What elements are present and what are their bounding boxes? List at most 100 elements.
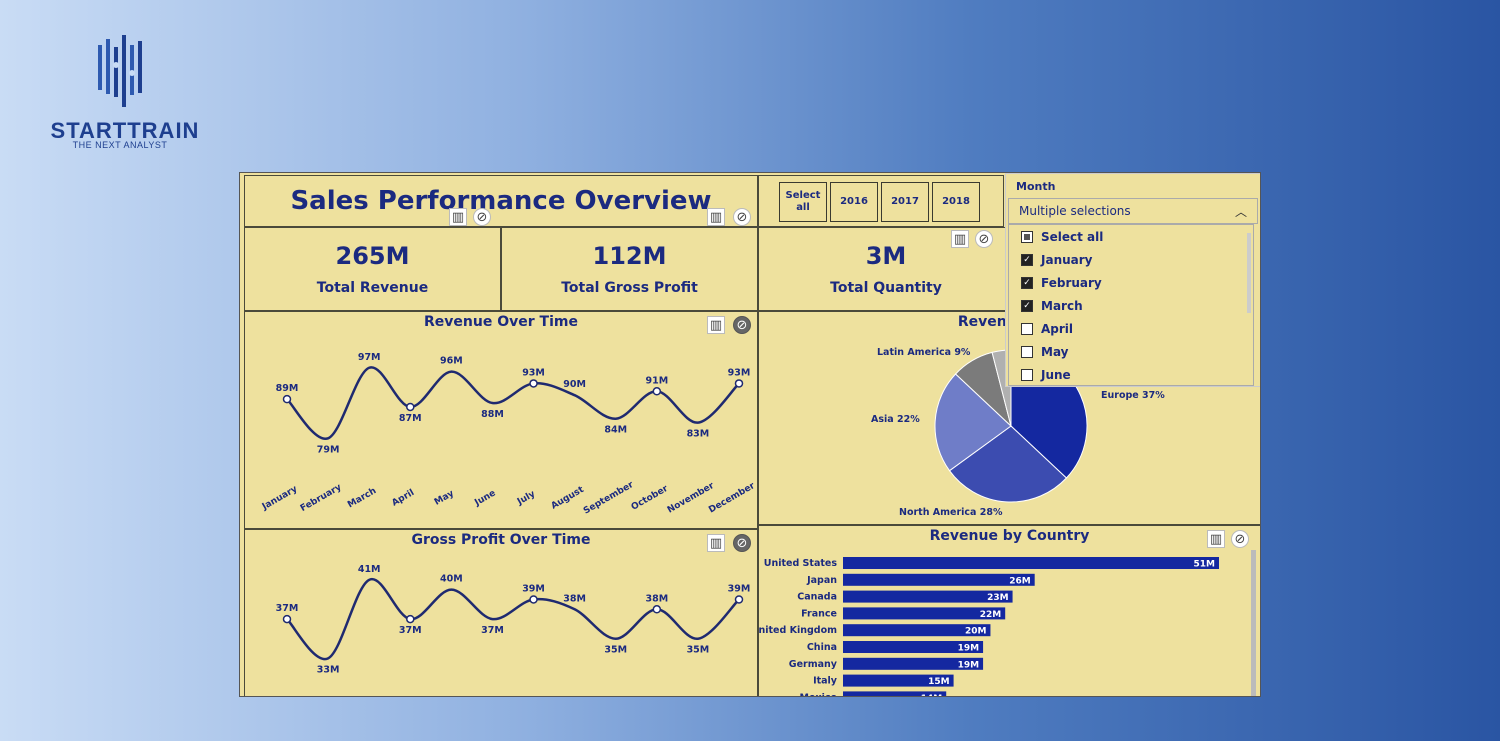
checkbox[interactable] [1021,231,1033,243]
drill-icon[interactable]: ▥ [449,208,467,226]
month-option[interactable]: ✓ February [1021,273,1102,293]
data-label: 84M [604,425,627,436]
ban-icon[interactable]: ⊘ [1231,530,1249,548]
data-label: 89M [276,383,299,394]
data-label: 35M [604,645,627,656]
data-label: 90M [563,379,586,390]
kpi-label: Total Gross Profit [561,280,698,296]
bar[interactable] [843,691,947,697]
scrollbar[interactable] [1251,550,1256,696]
x-tick-label: June [472,488,497,508]
month-option[interactable]: June [1021,365,1071,385]
data-point[interactable] [734,595,744,604]
year-2016-button[interactable]: 2016 [830,182,878,222]
checkbox[interactable]: ✓ [1021,300,1033,312]
x-tick-label: March [346,486,378,510]
year-2018-button[interactable]: 2018 [932,182,980,222]
y-tick-label: Mexico [800,692,838,697]
drill-icon[interactable]: ▥ [951,230,969,248]
month-option-label: Select all [1041,230,1104,244]
data-label: 91M [645,375,668,386]
checkbox[interactable]: ✓ [1021,277,1033,289]
checkbox[interactable] [1021,346,1033,358]
data-label: 87M [399,413,422,424]
pie-slice[interactable] [934,373,1012,472]
logo-tagline: THE NEXT ANALYST [72,140,168,150]
data-label: 23M [987,593,1009,603]
ban-icon[interactable]: ⊘ [733,208,751,226]
data-point[interactable] [529,379,538,388]
year-select-all-button[interactable]: Select all [779,182,827,222]
month-option-label: April [1041,322,1074,336]
revenue-line-chart: 89M January 79M February 97M March 87M April 96M… [260,352,757,517]
logo-brand: STARTTRAIN [50,118,200,143]
ban-icon[interactable]: ⊘ [733,316,751,334]
y-tick-label: Germany [789,659,838,670]
pie-slice[interactable] [948,425,1068,503]
checkbox[interactable]: ✓ [1021,254,1033,266]
kpi-total-revenue: 265M Total Revenue [244,227,501,311]
pie-label: North America 28% [899,507,1003,518]
x-tick-label: February [299,482,344,514]
data-point[interactable] [282,394,292,404]
month-option[interactable]: ✓ March [1021,296,1083,316]
bar[interactable] [843,557,1219,569]
drill-icon[interactable]: ▥ [707,208,725,226]
ban-icon[interactable]: ⊘ [975,230,993,248]
month-option[interactable]: ✓ January [1021,250,1093,270]
data-label: 39M [522,583,545,594]
y-tick-label: Canada [797,592,837,603]
drill-icon[interactable]: ▥ [1207,530,1225,548]
data-label: 37M [276,603,299,614]
x-tick-label: September [582,480,636,517]
starttrain-logo: STARTTRAIN THE NEXT ANALYST [30,30,220,160]
month-dropdown[interactable]: Multiple selections ︿ [1008,198,1258,224]
month-dropdown-value: Multiple selections [1019,204,1131,218]
month-option-label: May [1041,345,1069,359]
bar[interactable] [843,590,1013,603]
drill-icon[interactable]: ▥ [707,534,725,552]
data-label: 15M [928,677,950,687]
data-point[interactable] [406,614,415,624]
x-tick-label: October [630,484,671,513]
scrollbar[interactable] [1247,233,1251,313]
gross-profit-over-time-panel: Gross Profit Over Time ▥ ⊘ 37M 33M 41M 37M 4… [244,529,758,696]
month-option[interactable]: Select all [1021,227,1103,247]
data-point[interactable] [652,387,662,396]
bar[interactable] [843,624,991,637]
revenue-over-time-panel: Revenue Over Time ▥ ⊘ 89M January 79M Febru… [244,311,758,529]
data-point[interactable] [652,605,662,614]
bar[interactable] [843,573,1035,586]
bar[interactable] [843,607,1006,620]
gross-profit-line-chart: 37M 33M 41M 37M 40M 37M 39M 38M 35M 38M 35M 39M [276,564,751,676]
month-option[interactable]: April [1021,319,1073,339]
data-label: 38M [563,593,586,604]
data-point[interactable] [734,379,744,388]
kpi-total-gross-profit: 112M Total Gross Profit [501,227,758,311]
bar[interactable] [843,657,984,670]
ban-icon[interactable]: ⊘ [473,208,491,226]
data-label: 93M [522,367,545,378]
data-point[interactable] [406,402,415,412]
month-option[interactable]: May [1021,342,1069,362]
checkbox[interactable] [1021,369,1033,381]
month-option-label: January [1041,253,1093,267]
year-2017-button[interactable]: 2017 [881,182,929,222]
drill-icon[interactable]: ▥ [707,316,725,334]
bar[interactable] [843,641,984,653]
checkbox[interactable] [1021,323,1033,335]
data-label: 88M [481,409,504,420]
ban-icon[interactable]: ⊘ [733,534,751,552]
data-point[interactable] [529,595,538,604]
data-label: 39M [728,583,751,594]
pie-label: Asia 22% [871,414,920,425]
pie-label: Latin America 9% [877,347,971,358]
month-slicer-header: Month [1016,180,1056,193]
page-title: Sales Performance Overview [290,186,712,216]
data-point[interactable] [282,614,292,624]
kpi-label: Total Revenue [316,280,429,296]
bar[interactable] [843,674,954,687]
x-tick-label: January [260,484,299,513]
y-tick-label: United Kingdom [759,625,837,636]
data-label: 22M [980,610,1002,620]
